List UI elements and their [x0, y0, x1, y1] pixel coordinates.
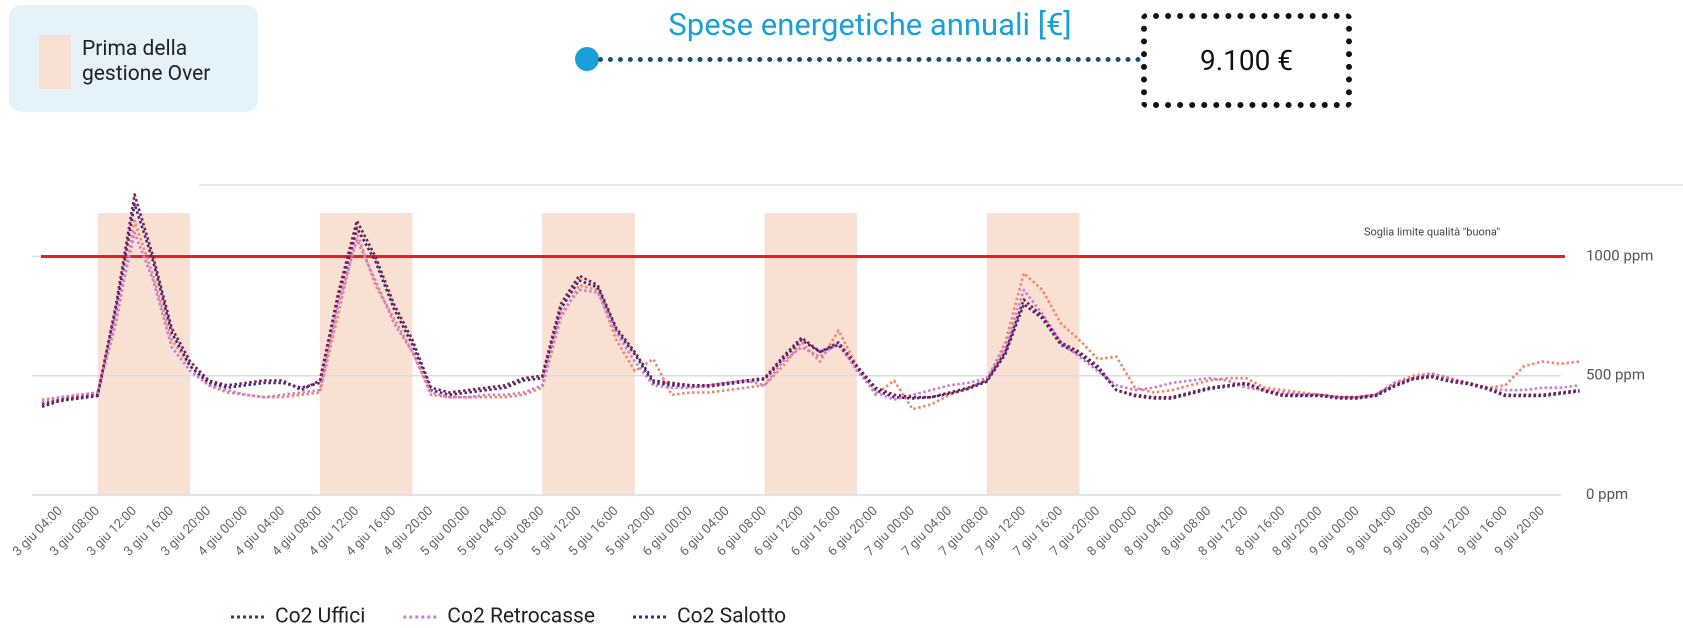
value-box: 9.100 € [1141, 13, 1352, 108]
highlight-band [97, 213, 191, 495]
header-title: Spese energetiche annuali [€] [668, 6, 1072, 43]
y-tick-label: 1000 ppm [1586, 247, 1653, 265]
legend-box: Prima della gestione Over [9, 5, 258, 112]
series-line [41, 202, 1580, 409]
connector-dot [575, 47, 599, 71]
legend-label: Co2 Salotto [677, 605, 786, 628]
highlight-band [542, 213, 635, 495]
legend-swatch [39, 35, 71, 89]
y-tick-label: 500 ppm [1586, 366, 1645, 384]
highlight-band [986, 213, 1080, 495]
legend-label: Co2 Retrocasse [447, 605, 595, 628]
y-tick-label: 0 ppm [1586, 485, 1628, 503]
threshold-label: Soglia limite qualità "buona" [1364, 225, 1500, 238]
legend-label: Prima della gestione Over [82, 37, 211, 86]
legend-label: Co2 Uffici [275, 605, 365, 628]
series-line [41, 193, 1580, 406]
series-line [41, 231, 1580, 404]
highlight-band [764, 213, 858, 495]
connector-line [598, 57, 1141, 62]
